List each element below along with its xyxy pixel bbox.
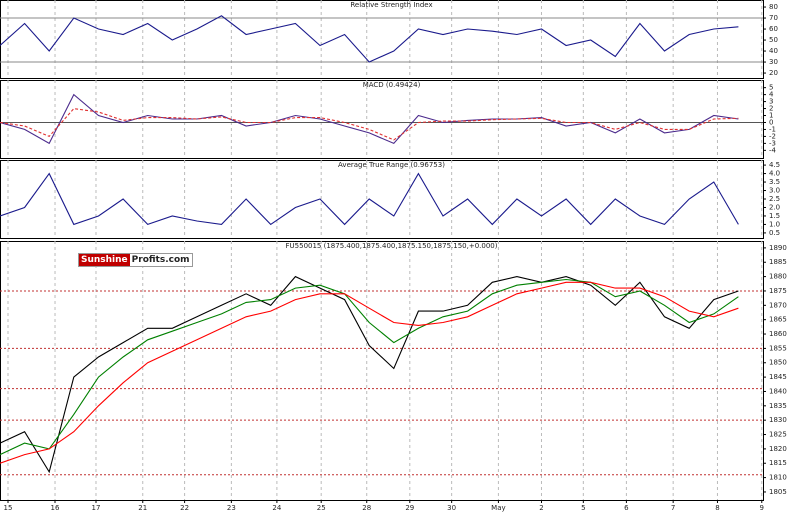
y-tick-label: 4: [769, 91, 774, 99]
x-tick-label: 30: [447, 504, 456, 512]
panel-frame: [0, 80, 764, 159]
y-tick-label: 30: [769, 58, 778, 66]
x-tick-label: 9: [760, 504, 764, 512]
x-tick-label: 6: [624, 504, 629, 512]
y-tick-label: 2.0: [769, 203, 780, 211]
x-tick-label: 8: [715, 504, 719, 512]
x-tick-label: 25: [317, 504, 326, 512]
x-tick-label: 7: [671, 504, 675, 512]
x-tick-label: 23: [227, 504, 236, 512]
x-tick-label: 21: [138, 504, 147, 512]
y-tick-label: 0.5: [769, 229, 780, 237]
y-tick-label: 70: [769, 14, 778, 22]
y-tick-label: 3.5: [769, 178, 780, 186]
y-tick-label: 1850: [769, 359, 787, 367]
y-tick-label: -1: [769, 125, 776, 133]
y-tick-label: 2.5: [769, 195, 780, 203]
series-line: [0, 108, 739, 141]
x-tick-label: 28: [362, 504, 371, 512]
series-line: [0, 172, 739, 226]
panel-frame: [0, 241, 764, 501]
y-tick-label: 1805: [769, 488, 787, 496]
y-tick-label: 80: [769, 3, 778, 11]
y-tick-label: 1: [769, 112, 773, 120]
y-tick-label: 1875: [769, 287, 787, 295]
y-tick-label: 1830: [769, 416, 787, 424]
y-tick-label: -2: [769, 132, 776, 140]
panel-title: MACD (0.49424): [363, 81, 421, 89]
y-tick-label: 1840: [769, 387, 787, 395]
x-tick-label: 24: [272, 504, 281, 512]
y-tick-label: 1855: [769, 344, 787, 352]
series-line: [0, 278, 739, 456]
panel-frame: [0, 0, 764, 79]
y-tick-label: 1.5: [769, 212, 780, 220]
series-line: [0, 93, 739, 145]
logo-right: Profits.com: [129, 254, 192, 266]
y-tick-label: 1870: [769, 301, 787, 309]
logo-left: Sunshine: [79, 254, 130, 266]
y-tick-label: 1.0: [769, 220, 780, 228]
y-tick-label: 1890: [769, 244, 787, 252]
y-tick-label: 1820: [769, 445, 787, 453]
y-tick-label: 1865: [769, 316, 787, 324]
y-tick-label: 0: [769, 118, 773, 126]
x-tick-label: 2: [539, 504, 543, 512]
series-line: [0, 275, 739, 474]
y-tick-label: 60: [769, 25, 778, 33]
panel-title: Relative Strength Index: [350, 1, 432, 9]
series-line: [0, 281, 739, 464]
y-tick-label: 1815: [769, 459, 787, 467]
y-tick-label: 50: [769, 36, 778, 44]
y-tick-label: 4.5: [769, 161, 780, 169]
x-tick-label: 17: [92, 504, 101, 512]
logo: Sunshine Profits.com: [78, 253, 193, 267]
y-tick-label: 1885: [769, 258, 787, 266]
panel-frame: [0, 160, 764, 239]
y-tick-label: 1880: [769, 273, 787, 281]
y-tick-label: 1810: [769, 474, 787, 482]
y-tick-label: -3: [769, 139, 776, 147]
y-tick-label: 1825: [769, 431, 787, 439]
x-tick-label: May: [491, 504, 505, 512]
x-tick-label: 15: [4, 504, 13, 512]
series-line: [0, 15, 739, 63]
panel-title: Average True Range (0.96753): [338, 161, 445, 169]
y-tick-label: 5: [769, 84, 773, 92]
x-tick-label: 22: [180, 504, 189, 512]
y-tick-label: 4.0: [769, 170, 780, 178]
y-tick-label: 3.0: [769, 187, 780, 195]
x-tick-label: 29: [405, 504, 414, 512]
x-tick-label: 16: [51, 504, 60, 512]
y-tick-label: 2: [769, 105, 773, 113]
y-tick-label: 20: [769, 69, 778, 77]
y-tick-label: 1835: [769, 402, 787, 410]
y-tick-label: -4: [769, 146, 777, 154]
y-tick-label: 1845: [769, 373, 787, 381]
y-tick-label: 3: [769, 98, 773, 106]
y-tick-label: 40: [769, 47, 778, 55]
x-tick-label: 5: [581, 504, 585, 512]
panel-title: FU550015 (1875.400,1875.400,1875.150,187…: [286, 242, 498, 250]
y-tick-label: 1860: [769, 330, 787, 338]
